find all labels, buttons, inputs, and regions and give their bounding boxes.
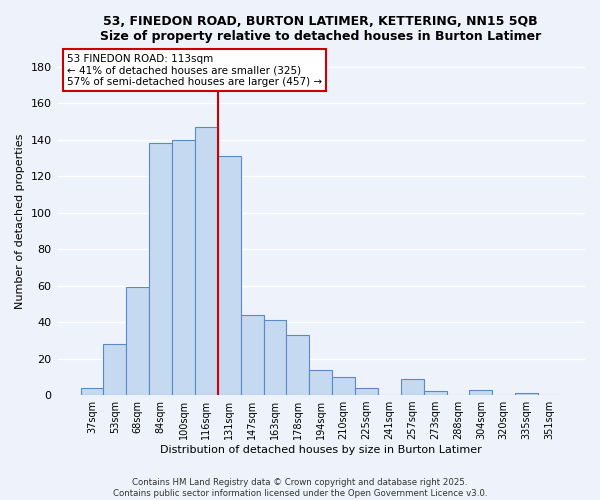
Bar (172, 140, 195, 395)
Bar (149, 143, 172, 395)
Bar (241, 315, 263, 395)
Bar (195, 127, 218, 395)
Title: 53, FINEDON ROAD, BURTON LATIMER, KETTERING, NN15 5QB
Size of property relative : 53, FINEDON ROAD, BURTON LATIMER, KETTER… (100, 15, 541, 43)
Bar (401, 378, 424, 395)
Bar (424, 392, 446, 395)
Bar (355, 388, 378, 395)
Text: 53 FINEDON ROAD: 113sqm
← 41% of detached houses are smaller (325)
57% of semi-d: 53 FINEDON ROAD: 113sqm ← 41% of detache… (67, 54, 322, 86)
Bar (263, 320, 286, 395)
Bar (103, 344, 127, 395)
Bar (332, 377, 355, 395)
Bar (286, 335, 310, 395)
Bar (310, 370, 332, 395)
Bar (469, 390, 493, 395)
Y-axis label: Number of detached properties: Number of detached properties (15, 134, 25, 310)
Bar (80, 388, 103, 395)
Bar (127, 288, 149, 395)
Text: Contains HM Land Registry data © Crown copyright and database right 2025.
Contai: Contains HM Land Registry data © Crown c… (113, 478, 487, 498)
Bar (515, 394, 538, 395)
Bar (218, 156, 241, 395)
X-axis label: Distribution of detached houses by size in Burton Latimer: Distribution of detached houses by size … (160, 445, 482, 455)
